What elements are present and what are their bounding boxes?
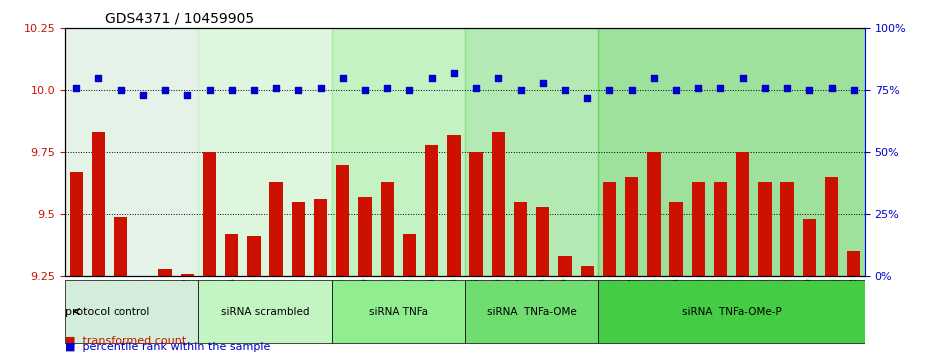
FancyBboxPatch shape xyxy=(598,280,865,343)
Point xyxy=(179,92,194,98)
Point xyxy=(779,85,794,91)
Bar xyxy=(558,256,572,276)
Text: siRNA  TNFa-OMe: siRNA TNFa-OMe xyxy=(486,307,577,316)
Text: siRNA TNFa: siRNA TNFa xyxy=(369,307,428,316)
Point xyxy=(536,80,551,86)
Bar xyxy=(736,152,750,276)
Point xyxy=(491,75,506,81)
Bar xyxy=(625,177,638,276)
Bar xyxy=(114,217,127,276)
Point xyxy=(691,85,706,91)
Point xyxy=(246,87,261,93)
Point xyxy=(158,87,173,93)
Bar xyxy=(358,197,372,276)
Point xyxy=(736,75,751,81)
Bar xyxy=(847,251,860,276)
Text: siRNA  TNFa-OMe-P: siRNA TNFa-OMe-P xyxy=(682,307,781,316)
Point xyxy=(313,85,328,91)
Point xyxy=(379,85,394,91)
Bar xyxy=(92,132,105,276)
FancyBboxPatch shape xyxy=(332,280,465,343)
Text: siRNA scrambled: siRNA scrambled xyxy=(220,307,310,316)
Bar xyxy=(292,202,305,276)
Bar xyxy=(203,152,216,276)
Point xyxy=(202,87,217,93)
Text: GDS4371 / 10459905: GDS4371 / 10459905 xyxy=(105,12,254,26)
Point xyxy=(558,87,573,93)
FancyBboxPatch shape xyxy=(465,280,598,343)
Bar xyxy=(270,182,283,276)
Bar xyxy=(136,276,150,281)
Bar xyxy=(670,202,683,276)
Bar xyxy=(647,152,660,276)
Point xyxy=(579,95,594,101)
Bar xyxy=(598,28,865,276)
Point xyxy=(513,87,528,93)
Point xyxy=(357,87,372,93)
Bar xyxy=(514,202,527,276)
Bar xyxy=(447,135,460,276)
Bar xyxy=(803,219,816,276)
Point xyxy=(757,85,772,91)
Bar xyxy=(314,199,327,276)
Point xyxy=(424,75,439,81)
Point xyxy=(269,85,284,91)
Point xyxy=(91,75,106,81)
Point xyxy=(624,87,639,93)
Point xyxy=(291,87,306,93)
Point xyxy=(846,87,861,93)
Bar xyxy=(603,182,616,276)
Point xyxy=(69,85,84,91)
Bar xyxy=(332,28,465,276)
Point xyxy=(802,87,817,93)
Bar xyxy=(158,269,172,276)
FancyBboxPatch shape xyxy=(65,280,198,343)
Bar xyxy=(825,177,838,276)
FancyBboxPatch shape xyxy=(198,280,332,343)
Point xyxy=(713,85,728,91)
Point xyxy=(602,87,617,93)
Bar xyxy=(714,182,727,276)
Bar xyxy=(425,145,438,276)
Bar xyxy=(536,207,550,276)
Point xyxy=(646,75,661,81)
Bar xyxy=(465,28,598,276)
Point xyxy=(446,70,461,76)
Bar xyxy=(580,266,594,276)
Bar xyxy=(65,28,198,276)
Bar xyxy=(380,182,394,276)
Point xyxy=(113,87,128,93)
Bar xyxy=(336,165,350,276)
Point xyxy=(224,87,239,93)
Bar xyxy=(247,236,260,276)
Bar xyxy=(692,182,705,276)
Bar xyxy=(225,234,238,276)
Point xyxy=(336,75,351,81)
Text: ■  percentile rank within the sample: ■ percentile rank within the sample xyxy=(65,342,271,352)
Point xyxy=(136,92,151,98)
Bar xyxy=(198,28,332,276)
Text: protocol: protocol xyxy=(65,307,111,316)
Bar xyxy=(780,182,794,276)
Point xyxy=(402,87,417,93)
Bar xyxy=(758,182,772,276)
Bar xyxy=(403,234,416,276)
Point xyxy=(824,85,839,91)
Point xyxy=(469,85,484,91)
Bar xyxy=(492,132,505,276)
Point xyxy=(669,87,684,93)
Text: ■  transformed count: ■ transformed count xyxy=(65,335,186,345)
Bar xyxy=(180,274,194,276)
Text: control: control xyxy=(113,307,150,316)
Bar xyxy=(70,172,83,276)
Bar xyxy=(470,152,483,276)
